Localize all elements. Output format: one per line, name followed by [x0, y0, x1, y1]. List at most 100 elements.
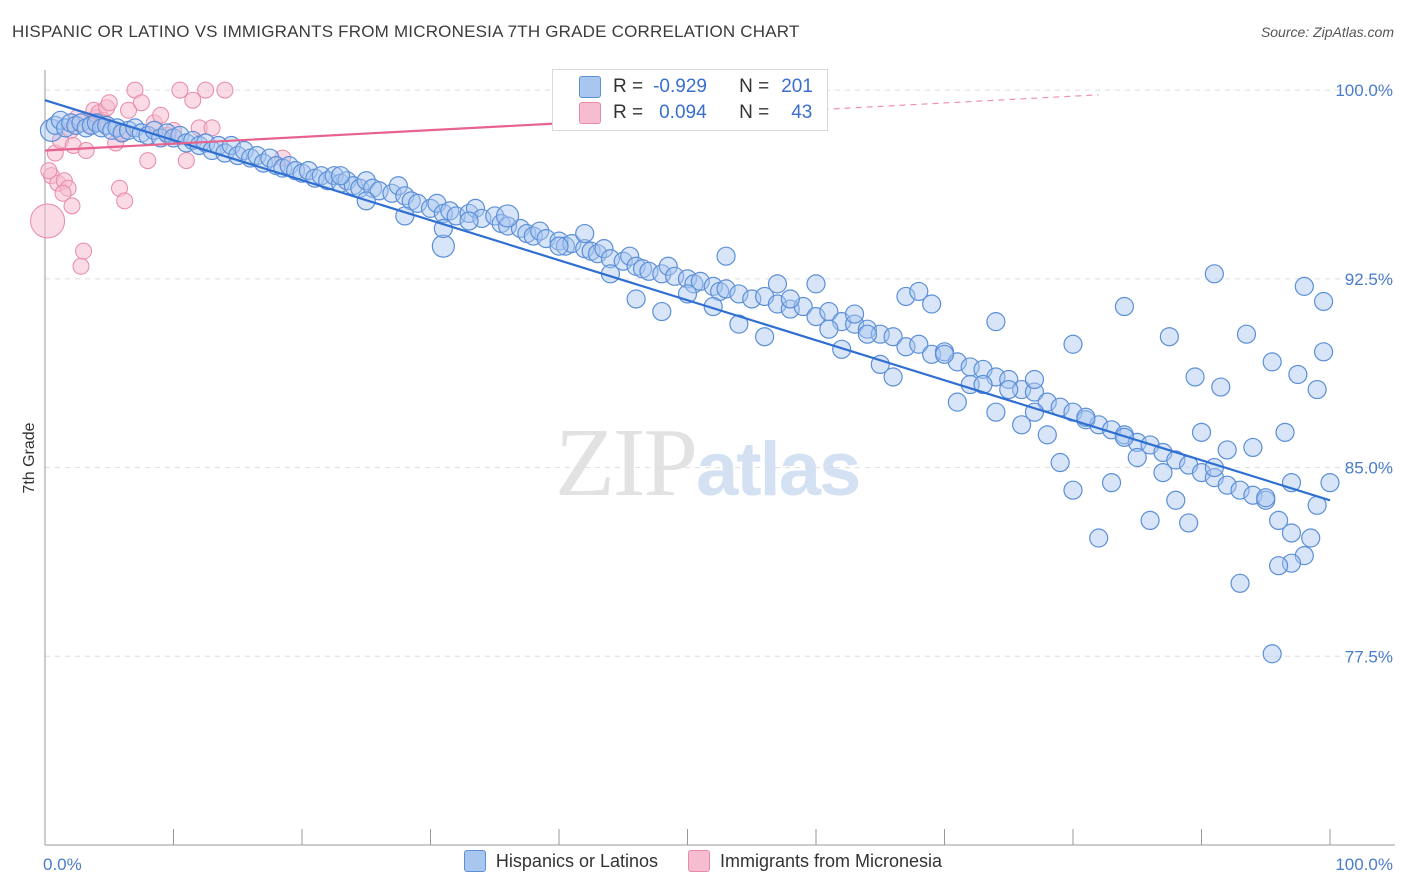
hispanic-point [780, 289, 800, 309]
hispanic-point [1320, 473, 1340, 493]
hispanic-point [1217, 440, 1237, 460]
hispanic-point [806, 274, 826, 294]
hispanic-point [465, 198, 486, 218]
n-value: 43 [791, 102, 813, 123]
hispanic-point [973, 374, 993, 395]
hispanic-point [1230, 573, 1250, 593]
hispanic-point [459, 211, 479, 231]
micronesia-point [75, 242, 93, 260]
legend-item-hispanic[interactable]: Hispanics or Latinos [463, 850, 658, 872]
hispanic-point [1313, 291, 1334, 312]
hispanic-point [1179, 513, 1199, 533]
micronesia-legend-swatch [688, 850, 711, 872]
hispanic-point [1140, 510, 1160, 531]
chart-title: HISPANIC OR LATINO VS IMMIGRANTS FROM MI… [12, 22, 800, 41]
hispanic-point [613, 251, 633, 271]
hispanic-point [1256, 488, 1276, 508]
hispanic-point [1024, 369, 1045, 390]
hispanic-point [716, 279, 736, 299]
hispanic-point [1011, 415, 1032, 435]
hispanic-point [260, 148, 280, 168]
hispanic-point [431, 234, 455, 258]
hispanic-point [234, 140, 254, 161]
y-tick-label: 77.5% [1345, 647, 1393, 666]
x-tick-label-min: 0.0% [43, 855, 82, 874]
hispanic-point [594, 239, 614, 259]
hispanic-point [388, 176, 408, 196]
hispanic-swatch [579, 76, 601, 98]
hispanic-point [1191, 462, 1212, 483]
n-value: 201 [781, 76, 813, 97]
micronesia-point [177, 152, 195, 170]
legend-item-micronesia[interactable]: Immigrants from Micronesia [688, 850, 942, 872]
hispanic-point [896, 286, 916, 307]
micronesia-point [120, 101, 138, 119]
hispanic-point [1114, 296, 1135, 317]
hispanic-point [844, 304, 865, 324]
hispanic-point [356, 171, 376, 191]
hispanic-point [1101, 473, 1122, 493]
hispanic-point [420, 198, 441, 218]
hispanic-point [729, 284, 749, 304]
hispanic-point [1268, 556, 1289, 576]
hispanic-point [1050, 452, 1070, 473]
hispanic-point [433, 218, 453, 239]
hispanic-point [324, 166, 344, 186]
hispanic-point [986, 402, 1006, 422]
hispanic-trend-line [44, 99, 1331, 502]
micronesia-trend-line [44, 122, 560, 152]
source-label: Source: ZipAtlas.com [1260, 24, 1394, 40]
hispanic-point [1236, 324, 1257, 344]
hispanic-point [767, 274, 788, 294]
micronesia-point [54, 184, 72, 202]
x-tick-label-max: 100.0% [1335, 855, 1393, 874]
hispanic-point [883, 367, 903, 387]
hispanic-point [1127, 447, 1147, 468]
bottom-legend: Hispanics or Latinos Immigrants from Mic… [0, 850, 1406, 872]
hispanic-point [754, 327, 775, 347]
hispanic-point [844, 314, 865, 334]
hispanic-point [909, 281, 929, 302]
hispanic-point [76, 118, 96, 138]
hispanic-point [947, 392, 967, 412]
hispanic-point [999, 369, 1019, 390]
r-value: 0.094 [659, 102, 707, 123]
micronesia-point [139, 152, 157, 170]
hispanic-point [1204, 264, 1224, 284]
hispanic-point [1288, 364, 1308, 385]
hispanic-point [986, 312, 1006, 332]
hispanic-point [1217, 475, 1237, 495]
hispanic-point [1243, 437, 1263, 458]
micronesia-point [132, 94, 150, 112]
hispanic-point [658, 256, 678, 276]
hispanic-point [530, 221, 550, 241]
hispanic-point [1166, 450, 1186, 470]
hispanic-point [1166, 490, 1186, 510]
stats-legend: R = -0.929 N = 201 R = 0.094 N = 43 [552, 69, 828, 131]
hispanic-point [883, 327, 903, 347]
hispanic-point [767, 294, 788, 314]
hispanic-point [1275, 422, 1295, 442]
hispanic-point [690, 271, 710, 291]
hispanic-point [716, 246, 736, 266]
n-label: N = [739, 102, 770, 123]
micronesia-point [63, 197, 81, 215]
hispanic-point [857, 319, 878, 339]
hispanic-point [1230, 480, 1250, 500]
hispanic-point [1301, 528, 1321, 548]
hispanic-point [1089, 528, 1109, 548]
hispanic-point [1313, 342, 1334, 362]
micronesia-swatch [579, 102, 601, 124]
hispanic-point [298, 161, 319, 181]
micronesia-point [216, 81, 234, 99]
n-label: N = [739, 76, 770, 97]
hispanic-point [934, 344, 955, 364]
y-tick-label: 100.0% [1335, 81, 1393, 100]
y-tick-label: 92.5% [1345, 270, 1393, 289]
hispanic-point [1262, 352, 1282, 372]
stats-row-hispanic: R = -0.929 N = 201 [553, 74, 813, 100]
micronesia-point [274, 149, 292, 167]
r-label: R = [613, 102, 644, 123]
hispanic-point [1268, 510, 1289, 531]
